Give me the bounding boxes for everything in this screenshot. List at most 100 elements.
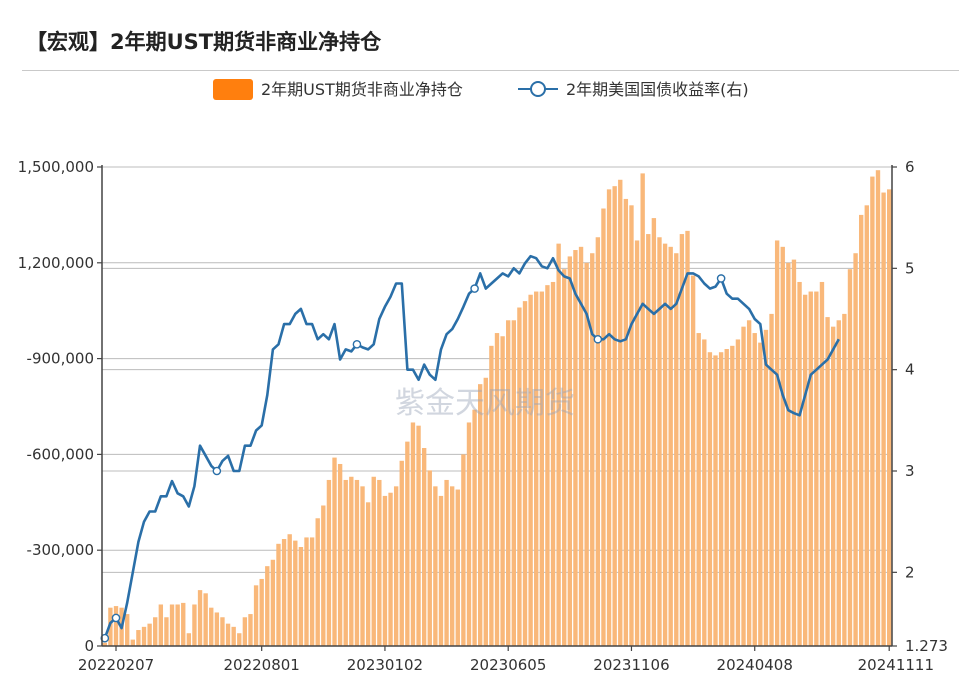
bar [506, 320, 511, 646]
bar [248, 614, 253, 646]
right-tick-label: 3 [905, 462, 915, 480]
x-tick-label: 20220801 [224, 656, 300, 674]
bar [293, 540, 298, 646]
bar [147, 623, 152, 646]
bar [573, 250, 578, 646]
bar [819, 281, 825, 646]
bar [623, 198, 629, 646]
bar [449, 486, 455, 646]
bar [405, 441, 410, 646]
bar [578, 246, 584, 647]
bar [858, 214, 864, 646]
line-marker [212, 466, 222, 476]
bar [718, 352, 724, 646]
right-tick-label: 1.273 [905, 637, 948, 655]
bar [550, 281, 556, 646]
bar [791, 259, 797, 646]
bar [197, 590, 203, 646]
bar [181, 602, 186, 646]
bar [511, 320, 516, 646]
bar [466, 422, 472, 646]
right-tick-label: 4 [905, 361, 915, 379]
bar [545, 285, 550, 646]
right-tick-label: 5 [905, 259, 915, 277]
bar [281, 539, 287, 646]
left-tick-label: 1,200,000 [18, 254, 94, 272]
bar [125, 614, 130, 646]
bar [802, 294, 808, 646]
bar [612, 186, 617, 646]
bar [136, 630, 141, 646]
right-tick-label: 2 [905, 563, 915, 581]
bar [332, 457, 337, 646]
bar [315, 518, 320, 646]
bar [304, 537, 309, 646]
bar [108, 607, 113, 646]
legend-bar-swatch[interactable] [213, 79, 253, 100]
bar [259, 578, 264, 646]
x-tick-label: 20230605 [470, 656, 546, 674]
bar [702, 339, 707, 646]
bar [887, 189, 892, 646]
left-tick-label: -300,000 [27, 541, 94, 559]
bar [763, 329, 769, 646]
bar [214, 612, 220, 646]
bar [690, 275, 696, 646]
bar [253, 585, 259, 646]
bar [321, 505, 326, 646]
bar [797, 281, 802, 646]
bar [158, 604, 164, 646]
bar [601, 208, 606, 646]
bar [752, 333, 757, 646]
bar [780, 246, 785, 647]
bar [606, 189, 612, 646]
bar [517, 307, 522, 646]
bar [287, 534, 292, 646]
legend-line-label[interactable]: 2年期美国国债收益率(右) [566, 80, 749, 99]
bar [528, 294, 533, 646]
bar [825, 317, 830, 646]
x-tick-label: 20240408 [717, 656, 793, 674]
left-tick-label: 1,500,000 [18, 158, 94, 176]
x-tick-label: 20241111 [858, 656, 934, 674]
legend[interactable]: 2年期UST期货非商业净持仓 2年期美国国债收益率(右) [213, 79, 749, 100]
bar [634, 240, 640, 647]
line-marker [352, 340, 362, 349]
bar [758, 342, 763, 646]
bar [774, 240, 780, 647]
bar [472, 409, 477, 646]
bar [741, 326, 746, 646]
bar [427, 470, 432, 646]
bar [399, 460, 404, 646]
bar [567, 256, 573, 646]
bar [298, 547, 304, 646]
bar [746, 320, 752, 646]
line-marker [470, 284, 479, 293]
bar [847, 269, 853, 646]
bar [444, 479, 449, 646]
bar [309, 537, 315, 646]
bar [365, 502, 371, 646]
bar [864, 205, 869, 646]
bar [534, 291, 539, 646]
axes [101, 165, 893, 647]
bar [388, 492, 393, 646]
bar [169, 604, 175, 646]
legend-line-marker[interactable] [530, 81, 546, 97]
bar [192, 604, 197, 646]
bar [696, 333, 701, 646]
bar [522, 301, 528, 646]
line-marker [716, 274, 726, 283]
bar [220, 617, 225, 646]
bar [153, 617, 158, 646]
bar [377, 479, 382, 646]
bar [416, 425, 421, 646]
bar [433, 486, 438, 646]
line-marker [111, 613, 121, 623]
bar [651, 218, 657, 647]
right-axis-ticks: 1.273 2 3 4 5 6 [892, 158, 948, 655]
bar [668, 246, 673, 647]
bar [713, 355, 718, 646]
legend-bar-label[interactable]: 2年期UST期货非商业净持仓 [261, 80, 463, 99]
bar [276, 543, 281, 646]
